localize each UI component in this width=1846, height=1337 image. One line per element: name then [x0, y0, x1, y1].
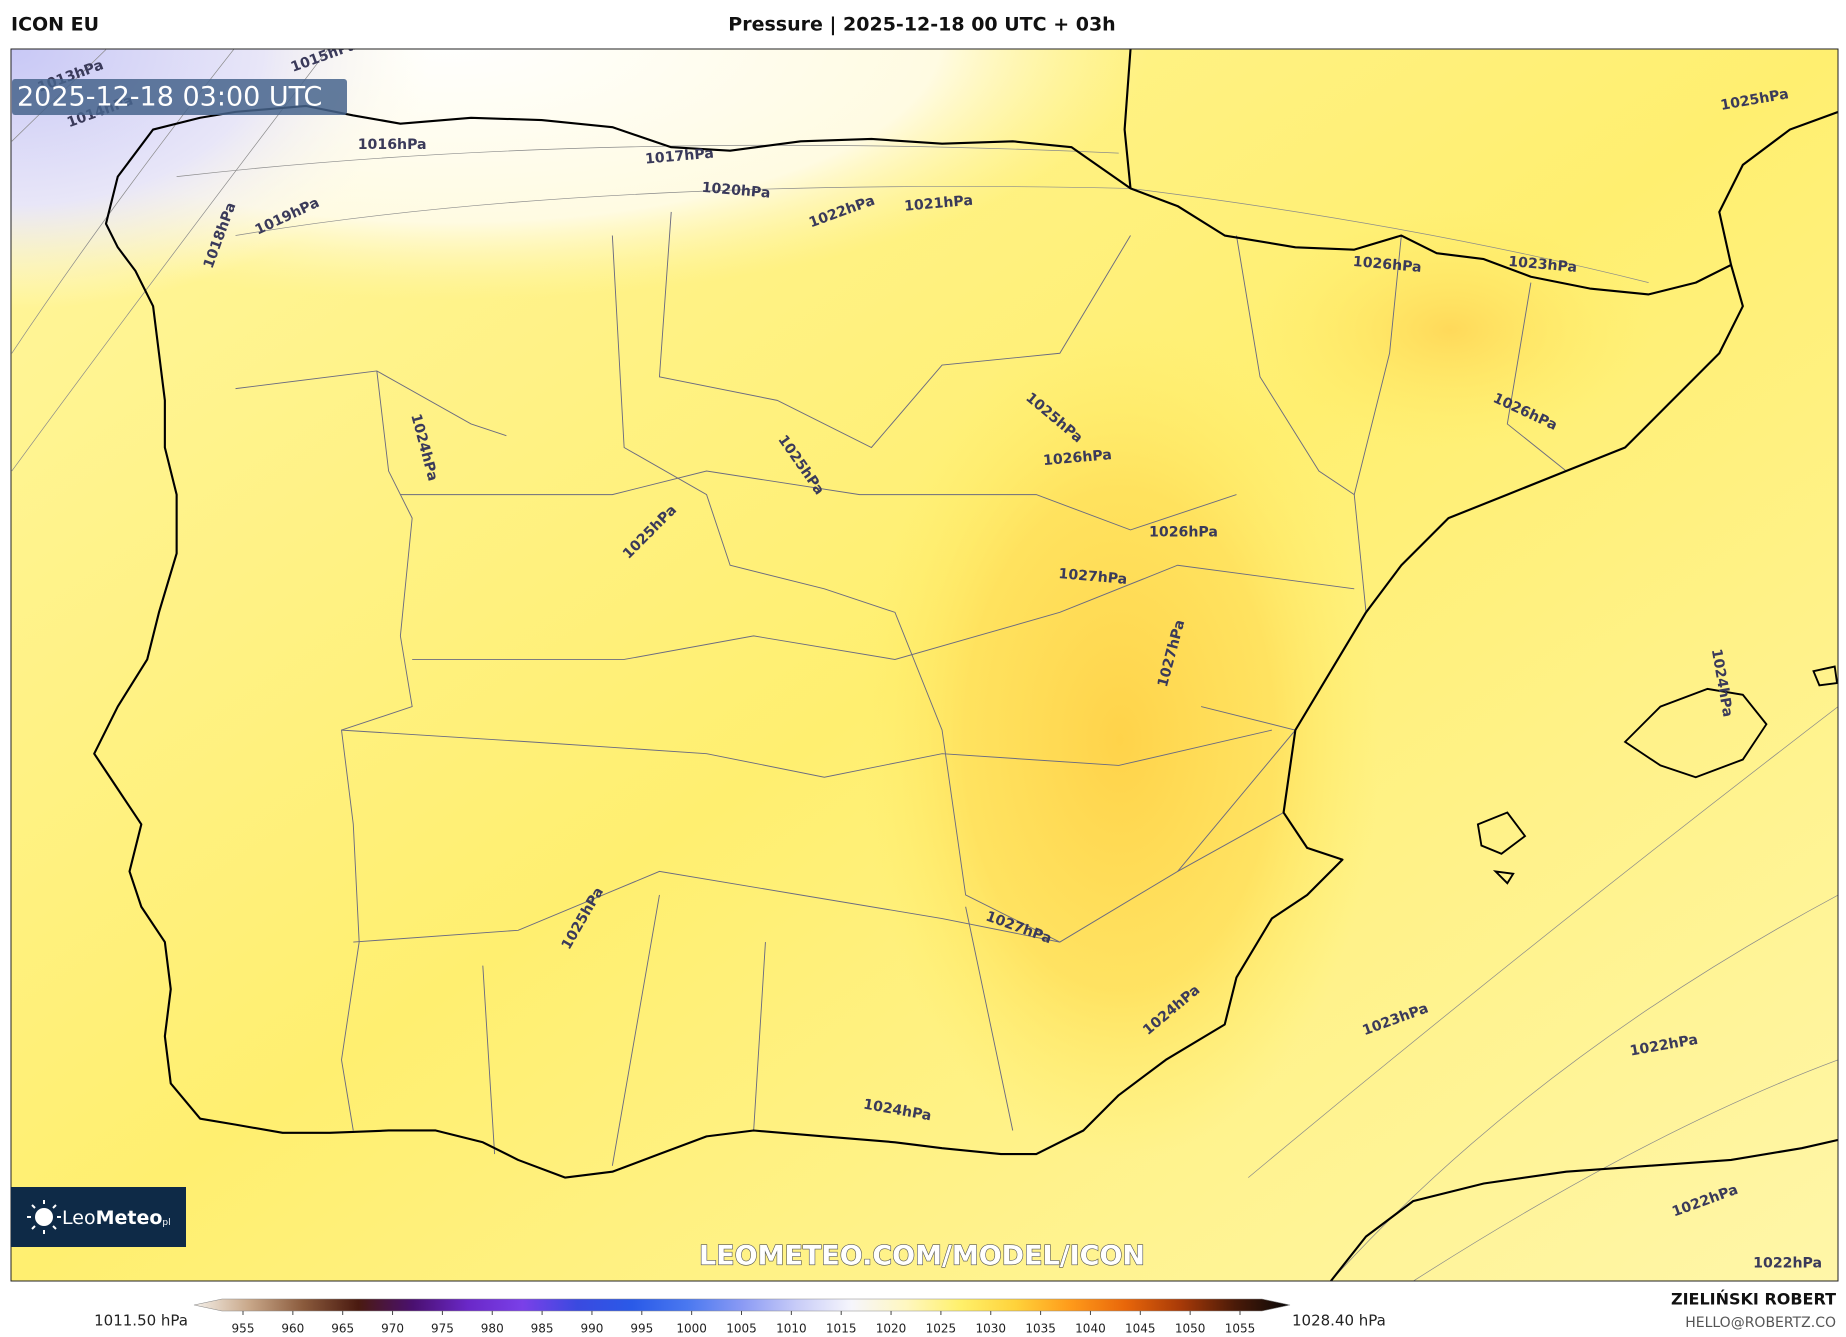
mallorca [1623, 687, 1768, 779]
colorbar-tick-label: 1045 [1125, 1322, 1156, 1336]
colorbar-min-label: 1011.50 hPa [94, 1312, 188, 1330]
colorbar-tick-label: 1050 [1175, 1322, 1206, 1336]
logo-text: LeoMeteopl [62, 1207, 171, 1229]
region-borders [235, 211, 1567, 1166]
contour-label: 1026hPa [1043, 447, 1113, 469]
model-name: ICON EU [11, 14, 99, 36]
contour-label: 1027hPa [1058, 566, 1128, 588]
logo-suffix: pl [162, 1218, 170, 1228]
credits-author: ZIELIŃSKI ROBERT [1671, 1290, 1836, 1309]
colorbar-tick-label: 1030 [975, 1322, 1006, 1336]
colorbar-tick-label: 980 [481, 1322, 504, 1336]
field-high-2 [11, 49, 1838, 1281]
colorbar-tick-label: 1055 [1225, 1322, 1256, 1336]
contour-label: 1026hPa [1149, 524, 1218, 540]
africa-coast [1329, 1138, 1838, 1281]
contour-label: 1021hPa [904, 193, 974, 215]
france-coast [1123, 49, 1838, 266]
logo-name: Leo [62, 1207, 96, 1229]
ibiza [1476, 811, 1527, 885]
contour-label: 1016hPa [358, 137, 427, 153]
colorbar-tick-label: 1000 [676, 1322, 707, 1336]
colorbar-tick-label: 1040 [1075, 1322, 1106, 1336]
contour-label: 1026hPa [1352, 254, 1422, 276]
map: 1015hPa1014hPa1013hPa1016hPa1017hPa1020h… [11, 49, 1838, 1281]
contour-label: 1022hPa [1753, 1256, 1822, 1272]
colorbar-tick-label: 1025 [926, 1322, 957, 1336]
logo-name-bold: Meteo [96, 1207, 163, 1229]
timestamp: 2025-12-18 03:00 UTC [17, 82, 322, 113]
colorbar-tick-label: 1035 [1025, 1322, 1056, 1336]
contour-label: 1020hPa [701, 180, 771, 202]
credits-email: HELLO@ROBERTZ.CO [1685, 1315, 1836, 1331]
logo-sun [35, 1208, 53, 1226]
colorbar-tick-label: 1005 [726, 1322, 757, 1336]
colorbar-tick-label: 970 [381, 1322, 404, 1336]
watermark: LEOMETEO.COM/MODEL/ICON [699, 1241, 1145, 1272]
title: Pressure | 2025-12-18 00 UTC + 03h [728, 14, 1115, 36]
menorca [1812, 665, 1838, 687]
timestamp-box [12, 79, 347, 115]
contour-label: 1023hPa [1508, 254, 1578, 276]
logo-rays [27, 1200, 61, 1234]
colorbar-tick-label: 965 [331, 1322, 354, 1336]
colorbar-tick-label: 955 [232, 1322, 255, 1336]
colorbar-tick-label: 985 [531, 1322, 554, 1336]
colorbar-tick-label: 975 [431, 1322, 454, 1336]
coastline [93, 104, 1744, 1179]
colorbar-tick-label: 960 [281, 1322, 304, 1336]
colorbar [193, 1298, 1291, 1312]
colorbar-tick-label: 1020 [876, 1322, 907, 1336]
colorbar-tick-label: 990 [580, 1322, 603, 1336]
colorbar-tick-label: 1015 [826, 1322, 857, 1336]
map-frame [10, 48, 1839, 1282]
contour-label: 1017hPa [644, 146, 714, 168]
colorbar-max-label: 1028.40 hPa [1292, 1312, 1386, 1330]
colorbar-tick-label: 995 [630, 1322, 653, 1336]
colorbar-tick-label: 1010 [776, 1322, 807, 1336]
